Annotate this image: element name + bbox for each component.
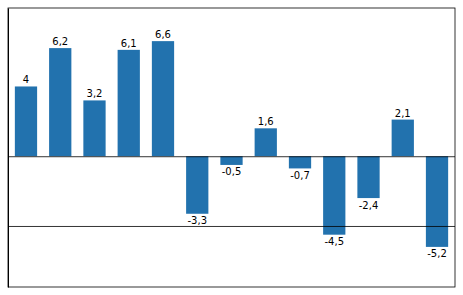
data-labels: 4 6,2 3,2 6,1 6,6 -3,3 -0,5 1,6 -0,7 -4,5 -2,4 2,1 -… xyxy=(23,29,447,259)
data-label: -3,3 xyxy=(187,215,207,226)
bar xyxy=(152,41,174,156)
data-label: -5,2 xyxy=(427,248,447,259)
data-label: -0,5 xyxy=(222,166,242,177)
y-tick xyxy=(8,156,455,157)
data-label: -4,5 xyxy=(325,236,345,247)
bar xyxy=(426,156,448,247)
bar xyxy=(49,48,71,156)
bar xyxy=(220,156,242,165)
plot: 4 6,2 3,2 6,1 6,6 -3,3 -0,5 1,6 -0,7 -4,5 -2,4 2,1 -… xyxy=(8,8,455,288)
bar xyxy=(118,50,140,156)
data-label: 4 xyxy=(23,74,29,85)
chart-container: 4 6,2 3,2 6,1 6,6 -3,3 -0,5 1,6 -0,7 -4,5 -2,4 2,1 -… xyxy=(0,0,463,295)
data-label: -0,7 xyxy=(290,170,310,181)
data-label: 2,1 xyxy=(395,108,411,119)
chart-svg: 4 6,2 3,2 6,1 6,6 -3,3 -0,5 1,6 -0,7 -4,5 -2,4 2,1 -… xyxy=(0,0,463,295)
data-label: 6,6 xyxy=(155,29,171,40)
grid-line xyxy=(8,226,455,227)
y-axis xyxy=(8,9,455,288)
y-tick xyxy=(8,226,455,227)
data-label: 3,2 xyxy=(87,88,103,99)
bar xyxy=(15,86,37,156)
bar xyxy=(83,100,105,156)
data-label: 1,6 xyxy=(258,116,274,127)
bar xyxy=(255,128,277,156)
bar xyxy=(289,156,311,168)
bars xyxy=(15,41,448,247)
bar xyxy=(323,156,345,234)
bar xyxy=(392,120,414,157)
data-label: 6,1 xyxy=(121,38,137,49)
grid-line xyxy=(8,156,455,157)
data-label: -2,4 xyxy=(359,200,379,211)
plot-frame xyxy=(8,8,455,287)
data-label: 6,2 xyxy=(52,36,68,47)
bar xyxy=(357,156,379,198)
bar xyxy=(186,156,208,214)
